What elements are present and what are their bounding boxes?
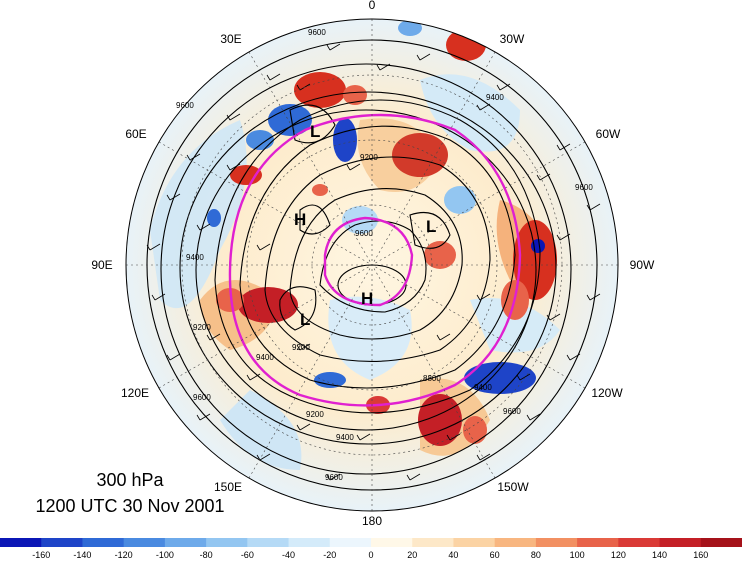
colorbar-tick-label: -40 — [282, 550, 295, 560]
colorbar-cell — [535, 538, 578, 547]
colorbar-cell — [247, 538, 290, 547]
lon-label-120w: 120W — [591, 386, 623, 400]
colorbar-tick-label: 80 — [531, 550, 541, 560]
colorbar-tick-label: -80 — [200, 550, 213, 560]
colorbar-tick-label: -160 — [32, 550, 50, 560]
lon-label-120e: 120E — [121, 386, 149, 400]
map-boundary — [125, 18, 619, 512]
colorbar-cell — [659, 538, 702, 547]
colorbar-cell — [577, 538, 619, 547]
contour-label: 9400 — [186, 253, 204, 262]
colorbar-tick-label: 160 — [693, 550, 708, 560]
colorbar-tick-label: 100 — [570, 550, 585, 560]
contour-label: 9200 — [306, 410, 324, 419]
low-center: L — [310, 122, 320, 141]
colorbar-cell — [41, 538, 83, 547]
colorbar-tick-label: 40 — [448, 550, 458, 560]
lon-label-30w: 30W — [500, 32, 525, 46]
lon-label-90w: 90W — [630, 258, 655, 272]
colorbar-tick-label: 140 — [652, 550, 667, 560]
low-center: L — [300, 310, 310, 329]
contour-label: 9200 — [193, 323, 211, 332]
high-center: H — [294, 210, 306, 229]
pressure-level-caption: 300 hPa — [96, 470, 164, 490]
colorbar-cell — [206, 538, 248, 547]
colorbar-tick-label: -140 — [73, 550, 91, 560]
highlight-contours — [228, 113, 522, 407]
longitude-labels: 0 30W 60W 90W 120W 150W 180 150E 120E 90… — [91, 0, 655, 528]
colorbar-tick-label: 60 — [490, 550, 500, 560]
lon-label-150w: 150W — [497, 480, 529, 494]
lon-label-180: 180 — [362, 514, 382, 528]
lon-label-90e: 90E — [91, 258, 112, 272]
pressure-centers: L H L H L — [294, 122, 436, 329]
colorbar-cell — [0, 538, 42, 547]
colorbar-cell — [453, 538, 496, 547]
lon-label-30e: 30E — [220, 32, 241, 46]
contour-label: 9600 — [325, 473, 343, 482]
colorbar-tick-label: -20 — [323, 550, 336, 560]
low-center: L — [426, 217, 436, 236]
contour-label: 9400 — [336, 433, 354, 442]
polar-map: 0 30W 60W 90W 120W 150W 180 150E 120E 90… — [91, 0, 655, 528]
colorbar: -160 -140 -120 -100 -80 -60 -40 -20 0 20 40 60 80 100… — [0, 538, 742, 560]
contour-label: 9600 — [308, 28, 326, 37]
contour-label: 9600 — [503, 407, 521, 416]
contour-label: 8800 — [423, 374, 441, 383]
colorbar-cell — [371, 538, 413, 547]
colorbar-tick-label: 0 — [368, 550, 373, 560]
colorbar-tick-label: -100 — [156, 550, 174, 560]
contour-label: 9400 — [486, 93, 504, 102]
contour-label: 9400 — [256, 353, 274, 362]
colorbar-cell — [288, 538, 331, 547]
contour-labels: 9600 9600 9600 9600 9200 9200 9200 9200 … — [176, 28, 593, 482]
lon-label-0: 0 — [369, 0, 376, 12]
contour-label: 9600 — [575, 183, 593, 192]
colorbar-tick-label: -120 — [115, 550, 133, 560]
lon-label-150e: 150E — [214, 480, 242, 494]
colorbar-tick-label: 120 — [611, 550, 626, 560]
wind-barbs — [146, 43, 601, 481]
contour-label: 9400 — [474, 383, 492, 392]
valid-time-caption: 1200 UTC 30 Nov 2001 — [35, 496, 225, 516]
colorbar-cell — [700, 538, 742, 547]
high-center: H — [361, 289, 373, 308]
colorbar-cell — [82, 538, 125, 547]
colorbar-cell — [494, 538, 537, 547]
contour-label: 9600 — [355, 229, 373, 238]
colorbar-cell — [329, 538, 372, 547]
lon-label-60w: 60W — [596, 127, 621, 141]
colorbar-tick-label: -60 — [241, 550, 254, 560]
colorbar-cell — [412, 538, 454, 547]
contour-label: 9200 — [292, 343, 310, 352]
graticule — [126, 19, 618, 511]
colorbar-cell — [618, 538, 661, 547]
colorbar-cell — [164, 538, 207, 547]
colorbar-tick-label: 20 — [407, 550, 417, 560]
lon-label-60e: 60E — [125, 127, 146, 141]
contour-label: 9200 — [360, 153, 378, 162]
colorbar-cell — [123, 538, 166, 547]
contour-label: 9600 — [176, 101, 194, 110]
contour-label: 9600 — [193, 393, 211, 402]
